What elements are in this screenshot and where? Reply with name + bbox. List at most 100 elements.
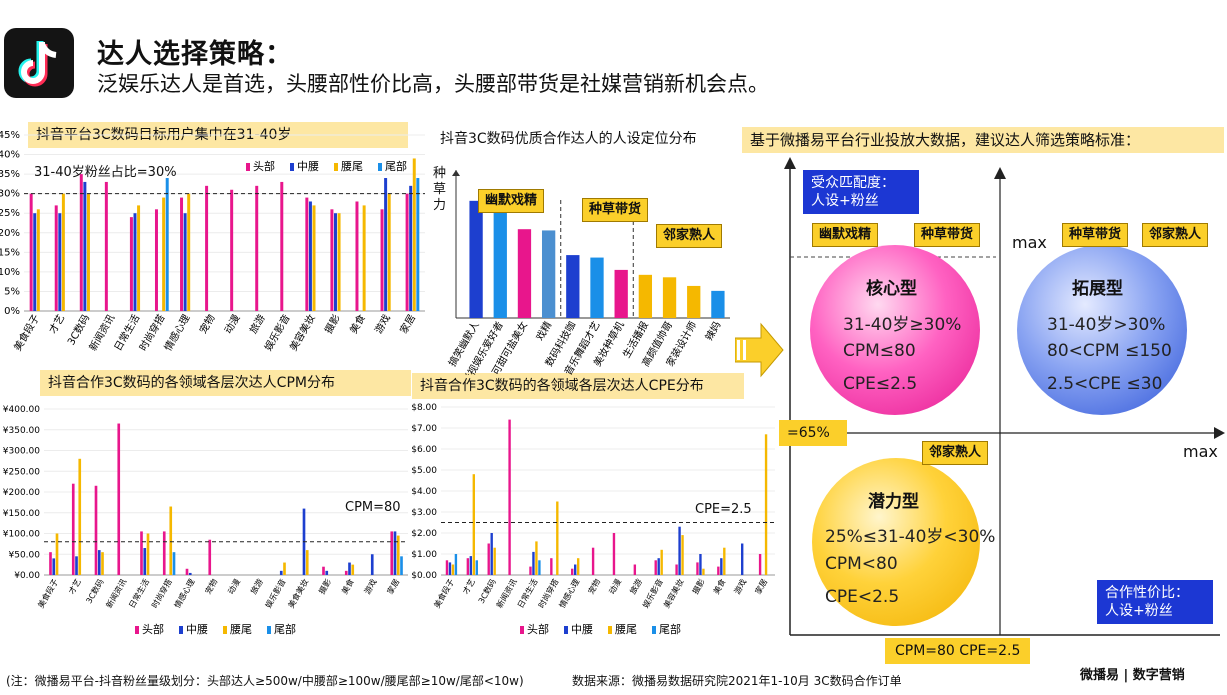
page-subtitle: 泛娱乐达人是首选，头腰部性价比高，头腰部带货是社媒营销新机会点。: [97, 72, 769, 96]
expand-type-line2: 80<CPM ≤150: [1047, 341, 1172, 361]
chart3-bar-头部: [94, 485, 98, 575]
chart1-bar-尾部: [416, 178, 420, 311]
chart3-ytick: ¥350.00: [3, 426, 40, 436]
chart4-bar-腰尾: [660, 549, 663, 575]
chart2-bar: [517, 229, 532, 318]
chart3-xtick: 情感心理: [172, 577, 197, 610]
chart1-bar-腰尾: [36, 209, 40, 311]
chart4-legend-swatch: [564, 626, 568, 634]
chart3-bar-中腰: [348, 562, 351, 575]
chart3-legend-label: 中腰: [186, 623, 208, 636]
chart3-legend-label: 腰尾: [230, 623, 252, 636]
chart3-ytick: ¥0.00: [14, 571, 40, 581]
chart4-xtick: 才艺: [460, 577, 477, 596]
chart1-xtick: 旅游: [246, 312, 267, 336]
chart2-bar: [711, 290, 725, 318]
chart2-bar: [590, 257, 604, 318]
y-axis-label: 受众匹配度： 人设+粉丝: [803, 170, 919, 214]
chart3-xtick: 美食美妆: [286, 577, 311, 610]
chart3-xtick: 旅游: [248, 577, 265, 596]
chart4-bar-尾部: [475, 560, 478, 575]
chart4-xtick: 家居: [753, 577, 770, 596]
brand-logo: 微播易 | 数字营销: [1080, 668, 1185, 683]
chart3-xtick: 宠物: [203, 577, 220, 596]
chart1-bar-头部: [79, 174, 83, 311]
chart4-bar-头部: [675, 564, 678, 575]
chart3-ytick: ¥200.00: [3, 488, 40, 498]
tiktok-icon: [18, 41, 57, 87]
chart3-xtick: 家居: [385, 577, 402, 596]
chart3-legend-label: 尾部: [274, 622, 296, 636]
chart4-xtick: 宠物: [586, 577, 603, 596]
chart4-legend-label: 中腰: [571, 623, 593, 636]
chart4-bar-头部: [466, 558, 470, 575]
chart4-bar-头部: [445, 560, 449, 575]
chart3-svg: ¥0.00 ¥50.00 ¥100.00 ¥150.00 ¥200.00 ¥250.00 ¥…: [3, 405, 408, 636]
chart1-bar-头部: [205, 185, 209, 311]
chart1-ytick: 5%: [4, 286, 20, 297]
chart1-svg: 0%5%10%15%20%25%30%35%40%45%美食段子 才艺3C数码新闻…: [0, 130, 425, 353]
core-type-name: 核心型: [866, 279, 917, 299]
chart4-bar-中腰: [490, 533, 493, 575]
chart4-bar-腰尾: [702, 568, 705, 575]
chart1-bar-腰尾: [337, 213, 341, 311]
chart1-bar-头部: [29, 193, 33, 311]
chart2-bar: [541, 230, 556, 318]
chart4-bar-头部: [550, 558, 553, 575]
footer-source: 数据来源：微播易数据研究院2021年1-10月 3C数码合作订单: [572, 674, 902, 688]
chart3-bar-头部: [390, 531, 394, 575]
chart1-bar-中腰: [58, 213, 62, 311]
chart1-bar-头部: [129, 217, 133, 311]
chart1-xtick: 摄影: [322, 312, 343, 336]
chart3-bar-头部: [185, 568, 189, 575]
core-type-line3: CPE≤2.5: [843, 374, 918, 394]
chart4-bar-尾部: [454, 554, 458, 575]
chart3-ytick: ¥100.00: [3, 530, 40, 540]
potential-type-circle: [812, 458, 980, 626]
chart2-ylabel: 种草力: [433, 166, 447, 213]
chart1-bar-腰尾: [137, 205, 141, 311]
chart4-xtick: 情感心理: [557, 577, 582, 610]
chart3-bar-腰尾: [55, 533, 59, 575]
chart1-legend-swatch: [246, 163, 250, 171]
potential-tag-neighbor: 邻家熟人: [922, 441, 989, 465]
chart1-bar-腰尾: [162, 197, 166, 311]
arrow-right-icon: [735, 322, 784, 378]
chart1-ytick: 40%: [0, 150, 20, 161]
chart3-legend-swatch: [179, 626, 183, 634]
chart2-xtick: 辣妈: [702, 319, 723, 343]
chart4-bar-头部: [529, 566, 532, 575]
chart3-bar-头部: [117, 423, 121, 575]
chart1-xtick: 美食: [347, 312, 368, 336]
chart4-bar-头部: [508, 419, 511, 575]
chart1-bar-中腰: [384, 178, 388, 311]
chart4-xtick: 摄影: [690, 577, 707, 596]
chart1-legend-swatch: [334, 163, 338, 171]
chart4-bar-腰尾: [451, 564, 455, 575]
chart4-bar-尾部: [538, 560, 541, 575]
chart1-ytick: 45%: [0, 130, 20, 141]
chart4-bar-头部: [758, 554, 762, 575]
chart1-bar-头部: [330, 209, 334, 311]
chart3-xtick: 娱乐影音: [263, 577, 288, 610]
x-threshold-label: CPM=80 CPE=2.5: [885, 638, 1031, 664]
chart3-bar-头部: [49, 552, 52, 575]
chart1-bar-中腰: [409, 185, 413, 311]
chart3-bar-腰尾: [396, 535, 400, 575]
chart4-xtick: 旅游: [627, 577, 644, 596]
chart1-bar-中腰: [308, 201, 312, 311]
chart3-xtick: 摄影: [316, 577, 333, 596]
chart3-ytick: ¥250.00: [3, 467, 40, 477]
chart4-xtick: 游戏: [732, 577, 749, 596]
chart4-bar-头部: [717, 566, 720, 575]
chart1-bar-头部: [180, 197, 184, 311]
chart3-xtick: 美食: [339, 577, 356, 596]
tiktok-logo: [4, 28, 74, 98]
chart1-annotation: 31-40岁粉丝占比=30%: [34, 165, 177, 180]
chart3-bar-头部: [208, 539, 212, 575]
chart1-legend-swatch: [290, 163, 294, 171]
chart3-bar-尾部: [400, 556, 403, 575]
chart1-bar-中腰: [33, 213, 37, 311]
chart4-bar-中腰: [678, 526, 681, 575]
